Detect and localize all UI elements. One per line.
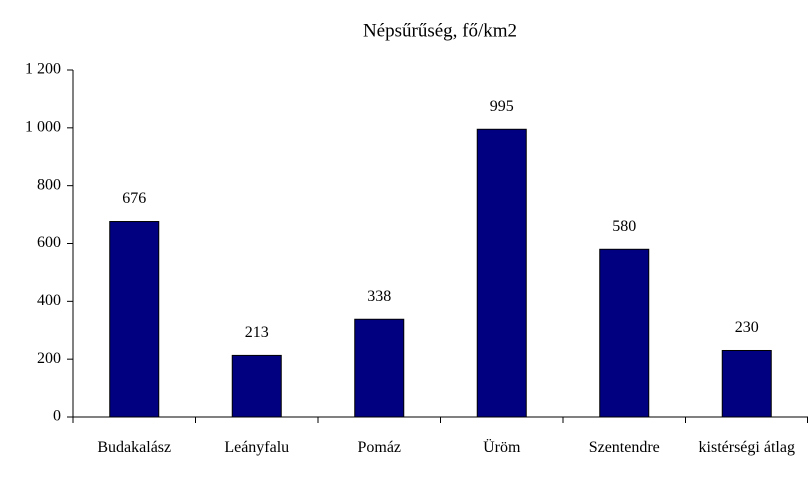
bar xyxy=(354,318,405,418)
value-label: 213 xyxy=(245,324,269,341)
value-label: 995 xyxy=(490,98,514,115)
value-label: 230 xyxy=(735,319,759,336)
y-tick-label: 200 xyxy=(37,350,61,367)
bar xyxy=(721,349,772,418)
y-tick-label: 600 xyxy=(37,234,61,251)
bar xyxy=(231,354,282,418)
y-tick-label: 400 xyxy=(37,292,61,309)
chart-title: Népsűrűség, fő/km2 xyxy=(363,20,517,41)
x-tick-label: kistérségi átlag xyxy=(698,439,795,456)
value-label: 676 xyxy=(122,190,146,207)
y-tick-label: 800 xyxy=(37,176,61,193)
value-label: 580 xyxy=(612,218,636,235)
x-tick-label: Szentendre xyxy=(588,439,660,456)
y-tick-label: 1 000 xyxy=(25,119,61,136)
y-tick-label: 1 200 xyxy=(25,61,61,78)
y-tick-label: 0 xyxy=(53,408,61,425)
x-tick-label: Budakalász xyxy=(97,439,172,456)
x-tick-label: Leányfalu xyxy=(224,439,290,456)
bar xyxy=(476,128,527,418)
x-tick-label: Pomáz xyxy=(357,439,402,456)
value-label: 338 xyxy=(367,288,391,305)
bar xyxy=(599,248,650,418)
x-tick-label: Üröm xyxy=(483,439,521,456)
bar xyxy=(109,221,160,418)
